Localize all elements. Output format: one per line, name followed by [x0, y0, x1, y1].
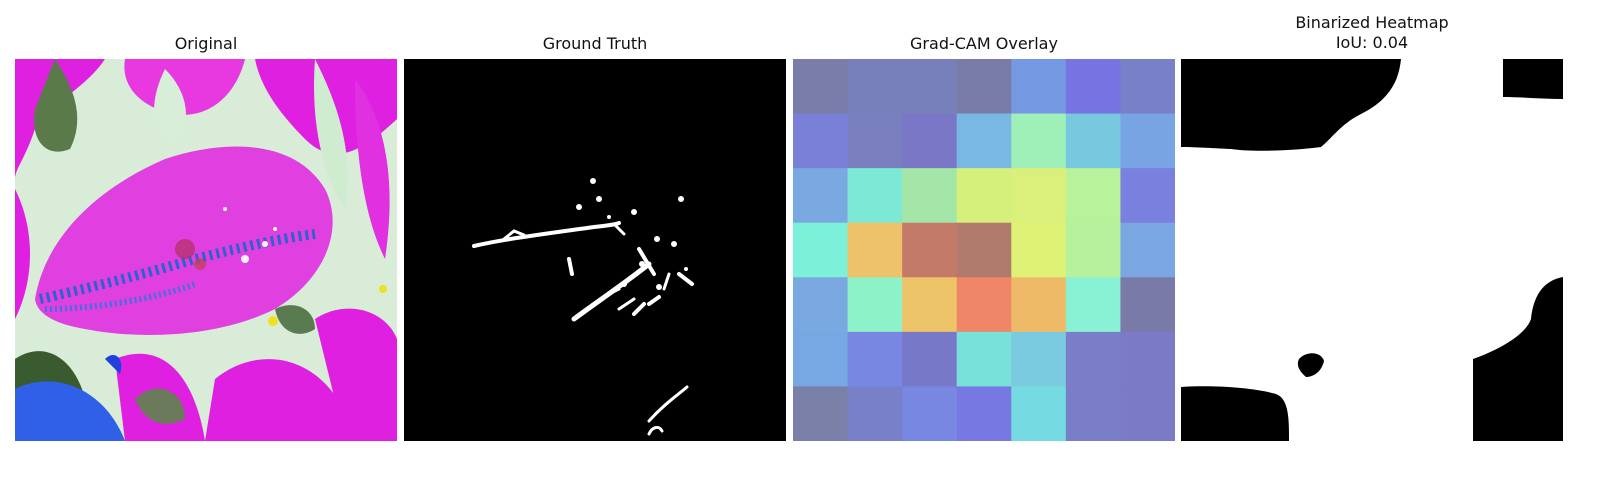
heatmap-cell	[1011, 168, 1067, 224]
panel-title: Ground Truth	[542, 34, 648, 53]
heatmap-cell	[1065, 113, 1121, 169]
heatmap-cell	[956, 168, 1012, 224]
heatmap-cell	[902, 386, 958, 441]
panel-title: Grad-CAM Overlay	[910, 34, 1058, 53]
heatmap-cell	[847, 277, 903, 333]
heatmap-cell	[1120, 222, 1175, 278]
panel-ground-truth: Ground Truth	[404, 0, 786, 500]
panel-gradcam-overlay: Grad-CAM Overlay	[793, 0, 1175, 500]
heatmap-cell	[956, 59, 1012, 115]
heatmap-cell	[956, 113, 1012, 169]
heatmap-cell	[902, 222, 958, 278]
heatmap-cell	[847, 113, 903, 169]
heatmap-cell	[1120, 168, 1175, 224]
heatmap-cell	[1120, 277, 1175, 333]
heatmap-cell	[1120, 386, 1175, 441]
heatmap-cell	[902, 277, 958, 333]
heatmap-cell	[956, 331, 1012, 387]
heatmap-cell	[1065, 59, 1121, 115]
heatmap-cell	[902, 59, 958, 115]
heatmap-cell	[1065, 222, 1121, 278]
iou-label: IoU: 0.04	[1335, 33, 1409, 52]
heatmap-cell	[1011, 386, 1067, 441]
heatmap-cell	[1120, 331, 1175, 387]
heatmap-cell	[1120, 59, 1175, 115]
binarized-mask	[1181, 59, 1563, 441]
heatmap-cell	[956, 277, 1012, 333]
heatmap-cell	[793, 113, 849, 169]
heatmap-cell	[1011, 222, 1067, 278]
heatmap-cell	[793, 168, 849, 224]
panel-binarized-heatmap: Binarized Heatmap IoU: 0.04	[1181, 0, 1563, 500]
panel-original: Original	[15, 0, 397, 500]
original-image	[15, 59, 397, 441]
heatmap-cell	[1065, 277, 1121, 333]
heatmap-cell	[793, 386, 849, 441]
heatmap-cell	[902, 168, 958, 224]
heatmap-cell	[793, 59, 849, 115]
heatmap-cell	[902, 113, 958, 169]
gradcam-heatmap	[793, 59, 1175, 441]
heatmap-cell	[847, 59, 903, 115]
heatmap-cell	[956, 386, 1012, 441]
heatmap-cell	[902, 331, 958, 387]
panel-title: Original	[174, 34, 238, 53]
heatmap-cell	[1011, 277, 1067, 333]
heatmap-cell	[1011, 59, 1067, 115]
heatmap-cell	[1065, 386, 1121, 441]
heatmap-cell	[847, 331, 903, 387]
heatmap-cell	[793, 331, 849, 387]
heatmap-cell	[847, 386, 903, 441]
heatmap-cell	[793, 277, 849, 333]
heatmap-cell	[1065, 331, 1121, 387]
panel-title: Binarized Heatmap	[1295, 13, 1449, 32]
heatmap-cell	[793, 222, 849, 278]
heatmap-cell	[1011, 331, 1067, 387]
heatmap-cell	[847, 222, 903, 278]
heatmap-cell	[1065, 168, 1121, 224]
ground-truth-mask	[404, 59, 786, 441]
heatmap-cell	[1011, 113, 1067, 169]
heatmap-cell	[1120, 113, 1175, 169]
heatmap-cell	[847, 168, 903, 224]
heatmap-cell	[956, 222, 1012, 278]
